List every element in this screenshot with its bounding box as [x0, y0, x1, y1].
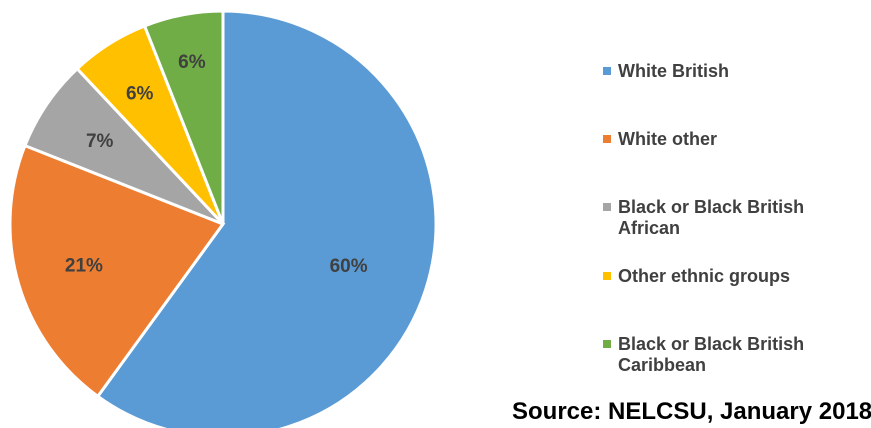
pie-label-black-african: 7% [86, 131, 114, 152]
legend-label-white-other: White other [618, 129, 717, 149]
legend-label-other-ethnic: Other ethnic groups [618, 266, 791, 286]
legend-item-black-caribbean: Black or Black British Caribbean [603, 334, 804, 376]
legend-item-white-british: White British [603, 61, 729, 82]
pie-label-black-caribbean: 6% [178, 52, 206, 73]
legend-label-black-african: Black or Black British [618, 197, 805, 217]
source-caption: Source: NELCSU, January 2018 [512, 398, 871, 425]
legend-label-black-african-line2: African [618, 218, 681, 238]
legend-swatch-black-caribbean [603, 340, 611, 348]
legend-item-white-other: White other [603, 129, 717, 150]
legend-swatch-other-ethnic [603, 272, 611, 280]
pie-label-white-other: 21% [65, 255, 103, 276]
pie-slices [8, 9, 438, 428]
legend-swatch-black-african [603, 203, 611, 211]
pie-value-labels: 60% 21% 7% 6% 6% [65, 52, 368, 277]
legend-label-black-caribbean: Black or Black British [618, 334, 805, 354]
pie-label-other-ethnic: 6% [126, 84, 154, 105]
pie-label-white-british: 60% [330, 256, 368, 277]
legend-swatch-white-british [603, 67, 611, 75]
legend-item-other-ethnic: Other ethnic groups [603, 266, 790, 287]
pie-slice-white-other [8, 143, 226, 399]
legend-label-black-caribbean-line2: Caribbean [618, 355, 707, 375]
legend-label-white-british: White British [618, 61, 729, 81]
legend-swatch-white-other [603, 135, 611, 143]
pie-slice-white-british [95, 9, 438, 428]
legend-item-black-african: Black or Black British African [603, 197, 804, 239]
legend: White British White other Black or Black… [603, 0, 871, 428]
pie-slice-black-caribbean [142, 9, 225, 225]
